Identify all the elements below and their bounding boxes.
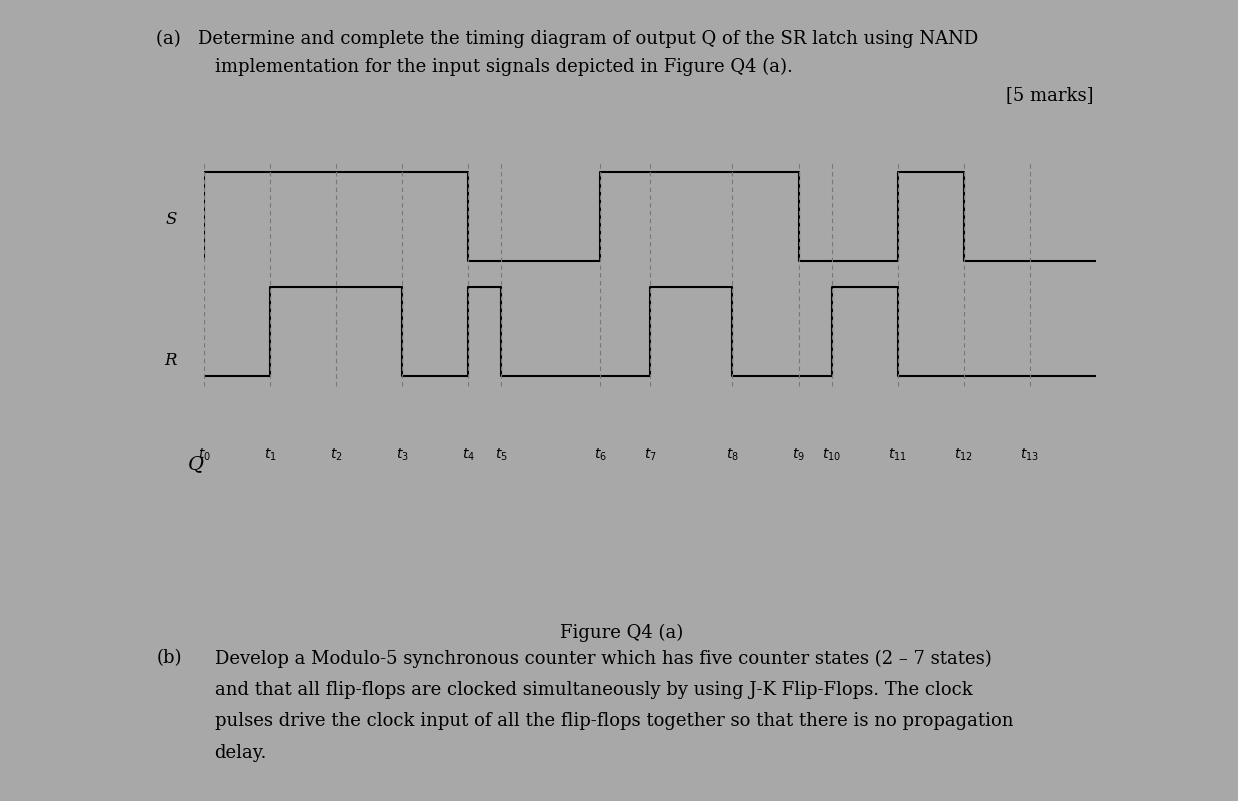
Text: $t_2$: $t_2$ [331, 447, 343, 463]
Text: $t_{13}$: $t_{13}$ [1020, 447, 1039, 463]
Text: Q: Q [188, 456, 204, 473]
Text: Develop a Modulo-5 synchronous counter which has five counter states (2 – 7 stat: Develop a Modulo-5 synchronous counter w… [214, 650, 992, 667]
Text: Figure Q4 (a): Figure Q4 (a) [561, 624, 683, 642]
Text: $t_6$: $t_6$ [594, 447, 607, 463]
Text: implementation for the input signals depicted in Figure Q4 (a).: implementation for the input signals dep… [214, 58, 792, 76]
Text: $t_{11}$: $t_{11}$ [888, 447, 907, 463]
Text: delay.: delay. [214, 743, 267, 762]
Text: $t_5$: $t_5$ [495, 447, 508, 463]
Text: (a)   Determine and complete the timing diagram of output Q of the SR latch usin: (a) Determine and complete the timing di… [156, 30, 978, 48]
Text: $t_8$: $t_8$ [725, 447, 739, 463]
Text: [5 marks]: [5 marks] [1005, 87, 1093, 104]
Text: $t_{12}$: $t_{12}$ [954, 447, 973, 463]
Text: $t_0$: $t_0$ [198, 447, 210, 463]
Text: $t_7$: $t_7$ [644, 447, 656, 463]
Text: and that all flip-flops are clocked simultaneously by using J-K Flip-Flops. The : and that all flip-flops are clocked simu… [214, 681, 972, 698]
Text: $t_4$: $t_4$ [462, 447, 475, 463]
Text: $t_9$: $t_9$ [792, 447, 805, 463]
Text: S: S [166, 211, 177, 227]
Text: R: R [165, 352, 177, 369]
Text: $t_3$: $t_3$ [396, 447, 409, 463]
Text: $t_{10}$: $t_{10}$ [822, 447, 841, 463]
Text: (b): (b) [156, 650, 182, 667]
Text: $t_1$: $t_1$ [264, 447, 276, 463]
Text: pulses drive the clock input of all the flip-flops together so that there is no : pulses drive the clock input of all the … [214, 712, 1013, 731]
